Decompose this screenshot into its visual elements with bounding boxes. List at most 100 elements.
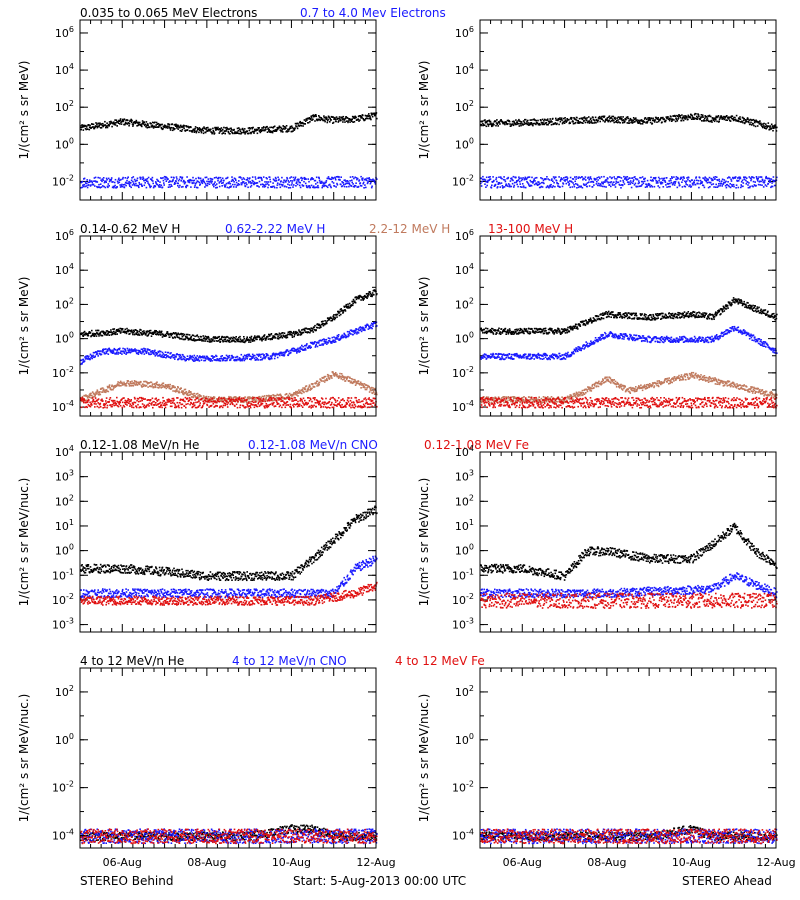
data-point — [531, 177, 533, 179]
data-point — [179, 185, 181, 187]
data-point — [90, 332, 92, 334]
data-point — [573, 178, 575, 180]
data-point — [100, 350, 102, 352]
data-point — [484, 124, 486, 126]
data-point — [147, 182, 149, 184]
data-point — [100, 183, 102, 185]
data-point — [726, 115, 728, 117]
data-point — [105, 187, 107, 189]
data-point — [359, 119, 361, 121]
data-point — [143, 123, 145, 125]
data-point — [346, 304, 348, 306]
data-point — [487, 182, 489, 184]
data-point — [169, 386, 171, 388]
data-point — [715, 186, 717, 188]
plot-frame — [480, 20, 776, 200]
data-point — [321, 182, 323, 184]
data-point — [762, 127, 764, 129]
y-axis-label: 1/(cm² s sr MeV) — [17, 277, 31, 376]
data-point — [247, 187, 249, 189]
data-point — [193, 338, 195, 340]
data-point — [371, 186, 373, 188]
data-point — [172, 123, 174, 125]
data-point — [668, 180, 670, 182]
data-point — [199, 183, 201, 185]
data-point — [286, 125, 288, 127]
data-point — [121, 123, 123, 125]
data-point — [264, 181, 266, 183]
data-point — [259, 181, 261, 183]
data-point — [310, 187, 312, 189]
data-point — [635, 183, 637, 185]
data-point — [713, 186, 715, 188]
data-point — [525, 187, 527, 189]
data-point — [241, 354, 243, 356]
data-point — [687, 184, 689, 186]
data-point — [695, 184, 697, 186]
data-point — [147, 125, 149, 127]
data-point — [332, 337, 334, 339]
data-point — [212, 339, 214, 341]
data-point — [640, 177, 642, 179]
data-point — [200, 130, 202, 132]
data-point — [686, 180, 688, 182]
data-point — [226, 183, 228, 185]
data-point — [255, 399, 257, 401]
data-point — [105, 348, 107, 350]
data-point — [637, 179, 639, 181]
data-point — [194, 131, 196, 133]
data-point — [691, 179, 693, 181]
data-point — [627, 176, 629, 178]
data-point — [643, 183, 645, 185]
data-point — [574, 176, 576, 178]
data-point — [340, 184, 342, 186]
data-point — [760, 181, 762, 183]
data-point — [604, 116, 606, 118]
data-point — [191, 355, 193, 357]
data-point — [190, 127, 192, 129]
data-point — [241, 184, 243, 186]
data-point — [293, 184, 295, 186]
data-point — [246, 402, 248, 404]
data-point — [98, 184, 100, 186]
data-point — [306, 343, 308, 345]
data-point — [159, 181, 161, 183]
data-point — [123, 120, 125, 122]
data-point — [513, 176, 515, 178]
data-point — [505, 181, 507, 183]
data-point — [619, 184, 621, 186]
data-point — [225, 357, 227, 359]
data-point — [718, 179, 720, 181]
data-point — [663, 178, 665, 180]
y-tick-label: 102 — [55, 99, 74, 114]
data-point — [89, 359, 91, 361]
data-point — [119, 123, 121, 125]
data-point — [772, 186, 774, 188]
data-point — [613, 176, 615, 178]
data-point — [569, 122, 571, 124]
data-point — [715, 184, 717, 186]
data-point — [224, 339, 226, 341]
data-point — [495, 179, 497, 181]
data-point — [315, 183, 317, 185]
data-point — [519, 183, 521, 185]
series-blue — [80, 176, 378, 189]
data-point — [155, 387, 157, 389]
y-tick-label: 100 — [455, 136, 474, 151]
data-point — [144, 182, 146, 184]
data-point — [523, 187, 525, 189]
data-point — [622, 185, 624, 187]
data-point — [217, 180, 219, 182]
data-point — [602, 183, 604, 185]
data-point — [88, 184, 90, 186]
data-point — [683, 120, 685, 122]
data-point — [94, 185, 96, 187]
data-point — [682, 186, 684, 188]
data-point — [532, 125, 534, 127]
data-point — [221, 185, 223, 187]
data-point — [207, 183, 209, 185]
data-point — [763, 186, 765, 188]
data-point — [673, 176, 675, 178]
data-point — [576, 187, 578, 189]
data-point — [299, 182, 301, 184]
